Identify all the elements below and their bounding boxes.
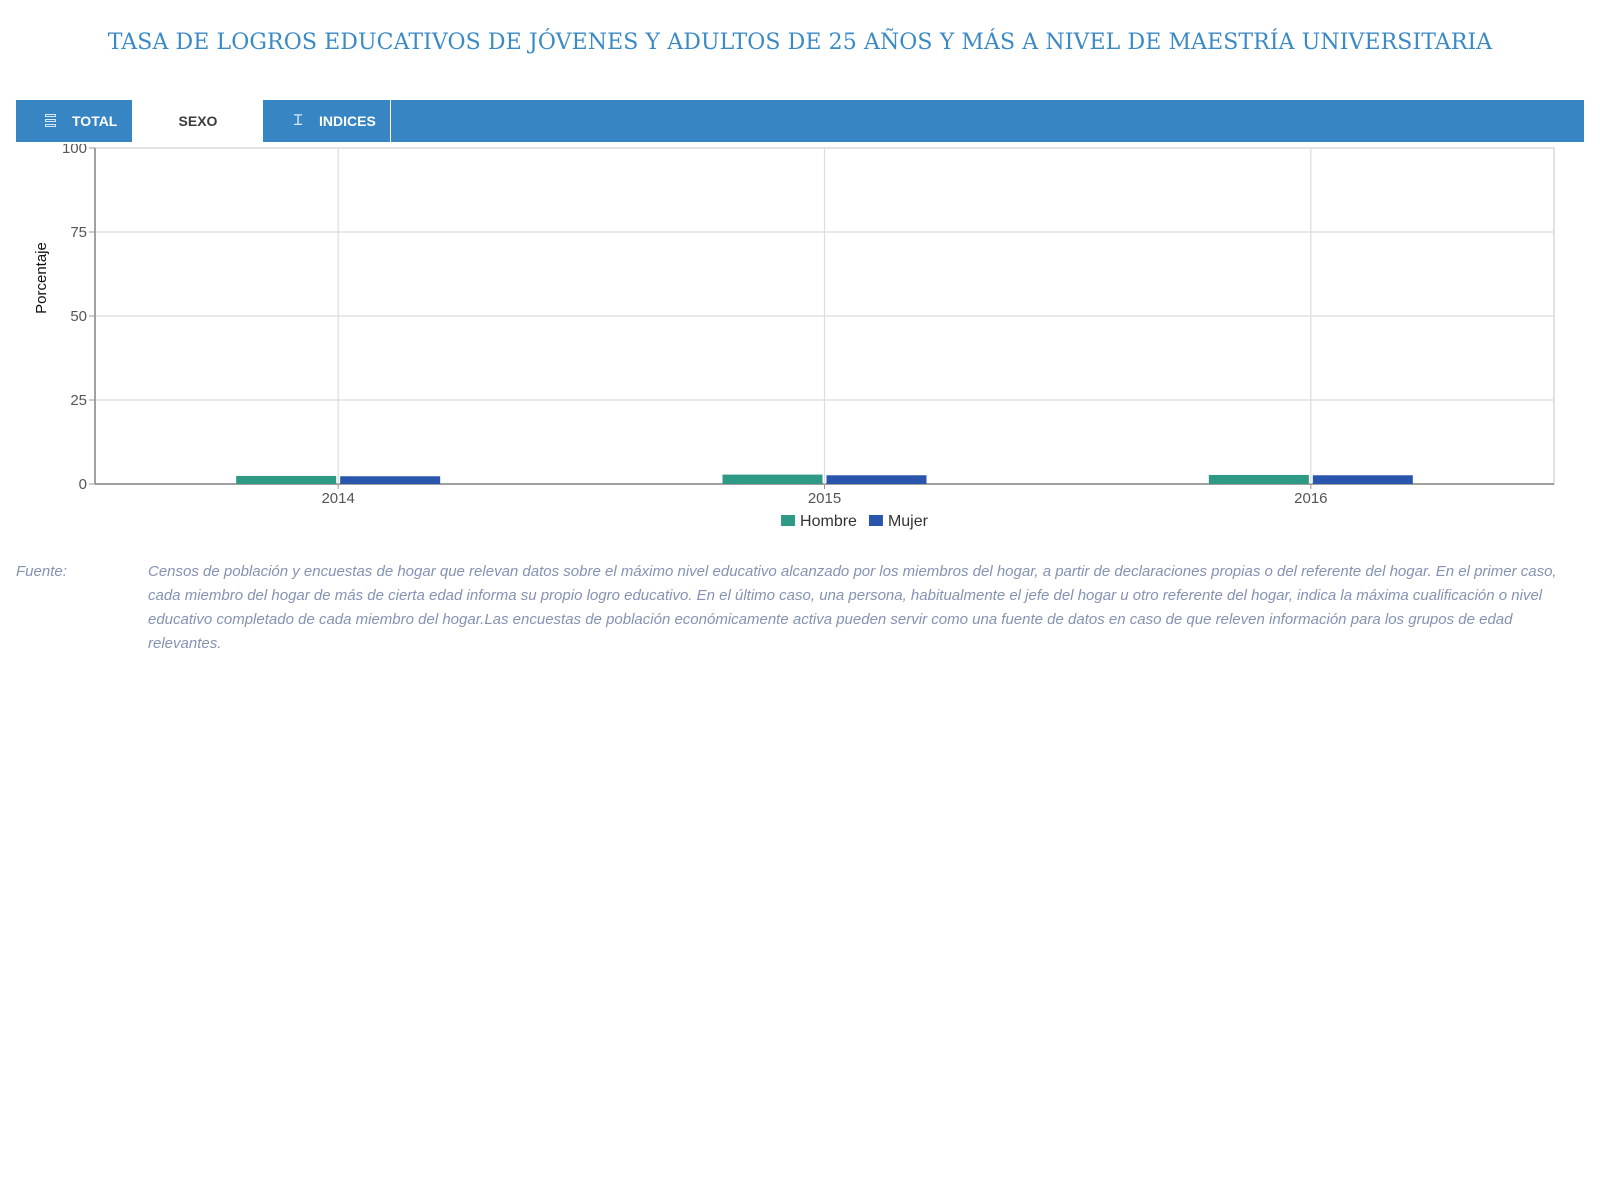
- bar-chart: 0 25 50 75 100 2014 2015 2016 Porcentaje Hombr…: [33, 144, 1555, 530]
- bar-mujer-2014: [340, 476, 441, 484]
- bar-mujer-2015: [826, 475, 927, 484]
- bar-hombre-2015: [722, 474, 823, 484]
- y-tick-label: 75: [70, 224, 87, 241]
- bar-chart-icon: [44, 113, 58, 129]
- x-tick-label: 2014: [321, 490, 354, 507]
- chart-grid: [94, 147, 1555, 485]
- bar-hombre-2016: [1208, 474, 1309, 484]
- y-tick-label: 50: [70, 308, 87, 325]
- tab-total[interactable]: TOTAL: [16, 100, 133, 142]
- y-axis-ticks: 0 25 50 75 100: [62, 144, 95, 493]
- legend-swatch-mujer: [868, 515, 883, 526]
- x-tick-label: 2015: [808, 490, 841, 507]
- x-tick-label: 2016: [1294, 490, 1327, 507]
- tab-sexo-label: SEXO: [178, 113, 218, 129]
- bar-hombre-2014: [236, 475, 337, 484]
- chart-legend: Hombre Mujer: [781, 513, 929, 530]
- y-tick-label: 100: [62, 144, 87, 157]
- x-axis-ticks: 2014 2015 2016: [321, 484, 1328, 507]
- legend-label-hombre: Hombre: [800, 513, 857, 530]
- tab-sexo[interactable]: SEXO: [133, 100, 263, 142]
- bar-mujer-2016: [1312, 475, 1413, 484]
- y-tick-label: 25: [70, 392, 87, 409]
- source-label: Fuente:: [16, 563, 67, 580]
- page-title: TASA DE LOGROS EDUCATIVOS DE JÓVENES Y A…: [107, 30, 1493, 55]
- tab-bar: TOTAL SEXO Ɪ INDICES: [16, 100, 1584, 142]
- source-text: Censos de población y encuestas de hogar…: [148, 563, 1557, 652]
- tab-indices[interactable]: Ɪ INDICES: [263, 100, 391, 142]
- text-cursor-icon: Ɪ: [293, 112, 303, 129]
- tab-indices-label: INDICES: [319, 113, 376, 129]
- chart-bars: [236, 474, 1413, 484]
- legend-swatch-hombre: [781, 515, 796, 526]
- tab-total-label: TOTAL: [72, 113, 118, 129]
- y-tick-label: 0: [79, 476, 87, 493]
- y-axis-label: Porcentaje: [33, 242, 50, 314]
- legend-label-mujer: Mujer: [888, 513, 929, 530]
